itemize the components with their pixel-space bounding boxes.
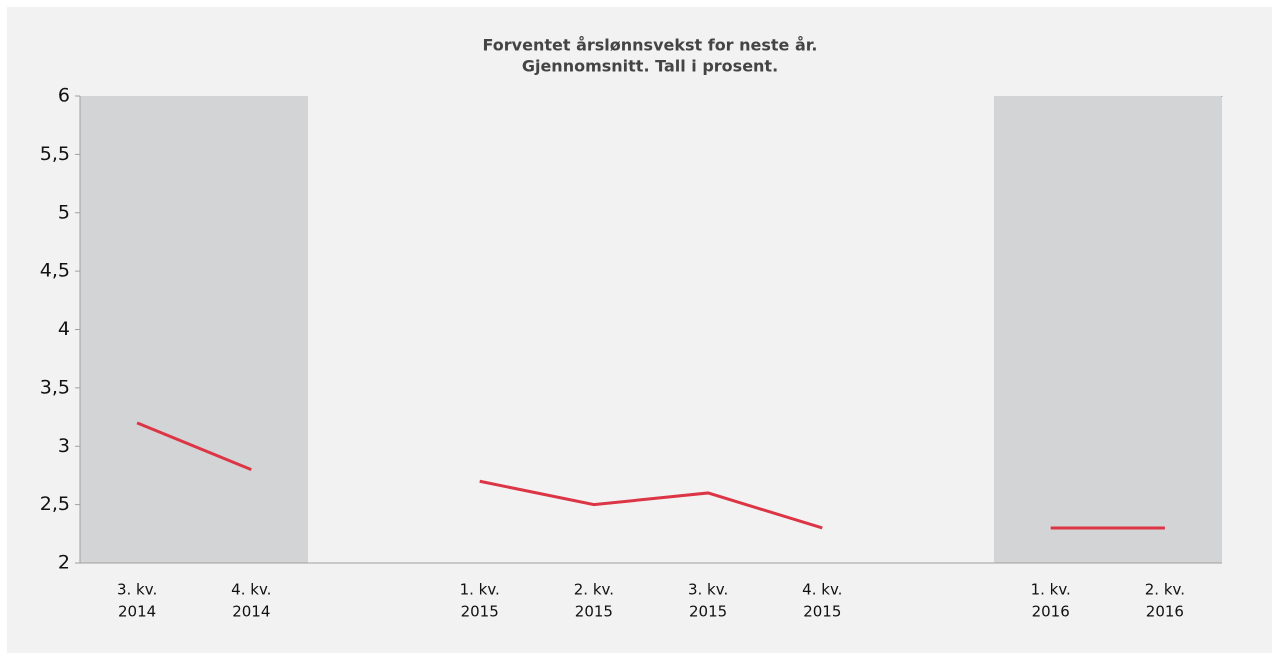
line	[479, 479, 823, 530]
x-tick-label: 2. kv.	[574, 581, 614, 599]
shaded-period	[80, 96, 308, 563]
chart-title: Forventet årslønnsvekst for neste år.	[483, 36, 818, 55]
x-tick-label: 2015	[689, 603, 727, 621]
x-tick-label: 4. kv.	[802, 581, 842, 599]
x-tick-label: 4. kv.	[231, 581, 271, 599]
y-tick-label: 3,5	[40, 376, 70, 398]
x-tick-label: 1. kv.	[460, 581, 500, 599]
y-tick-label: 4,5	[40, 260, 70, 282]
x-tick-label: 2015	[461, 603, 499, 621]
y-tick-label: 2,5	[40, 493, 70, 515]
chart-title: Gjennomsnitt. Tall i prosent.	[522, 57, 778, 76]
y-tick-label: 4	[58, 318, 70, 340]
x-tick-label: 3. kv.	[688, 581, 728, 599]
x-tick-label: 2014	[118, 603, 156, 621]
x-tick-label: 2015	[575, 603, 613, 621]
x-tick-label: 2014	[232, 603, 270, 621]
shaded-period	[994, 96, 1222, 563]
x-tick-label: 2016	[1146, 603, 1184, 621]
line	[136, 421, 252, 471]
y-tick-label: 6	[58, 85, 70, 107]
x-tick-label: 3. kv.	[117, 581, 157, 599]
y-tick-label: 3	[58, 435, 70, 457]
x-tick-label: 2015	[803, 603, 841, 621]
x-tick-label: 1. kv.	[1031, 581, 1071, 599]
y-tick-label: 5,5	[40, 143, 70, 165]
x-tick-label: 2016	[1032, 603, 1070, 621]
x-tick-label: 2. kv.	[1145, 581, 1185, 599]
y-tick-label: 5	[58, 201, 70, 223]
y-tick-label: 2	[58, 552, 70, 574]
